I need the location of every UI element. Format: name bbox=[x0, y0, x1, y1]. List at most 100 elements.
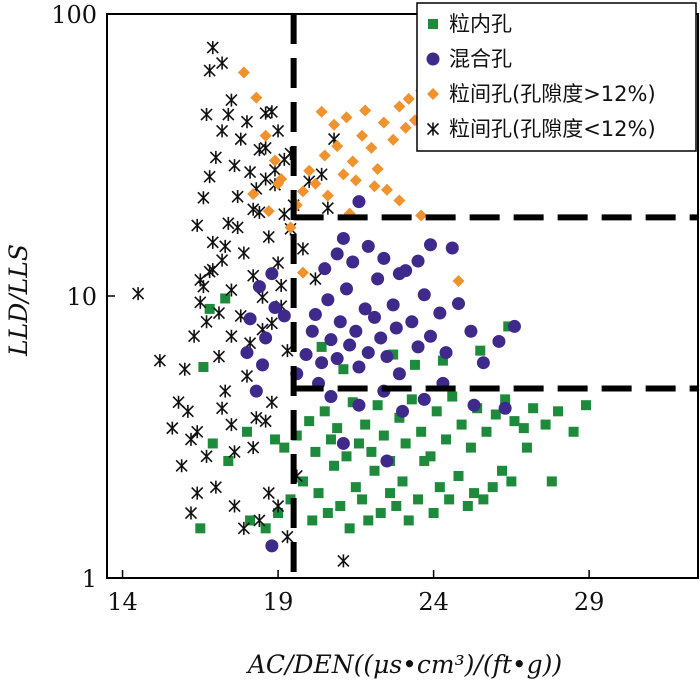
data-point bbox=[272, 499, 285, 513]
x-tick-label: 29 bbox=[574, 588, 605, 616]
data-point bbox=[175, 459, 188, 473]
data-point bbox=[315, 356, 329, 370]
data-point bbox=[181, 404, 194, 418]
data-point bbox=[259, 172, 272, 186]
x-tick-label: 24 bbox=[418, 588, 449, 616]
data-point bbox=[411, 340, 425, 354]
data-point bbox=[321, 189, 334, 202]
data-point bbox=[247, 269, 260, 283]
data-point bbox=[206, 263, 219, 277]
data-point bbox=[207, 438, 218, 449]
data-point bbox=[406, 394, 417, 405]
cutoff-lines bbox=[290, 14, 698, 578]
data-point bbox=[244, 165, 257, 179]
data-point bbox=[546, 476, 557, 487]
data-point bbox=[433, 306, 447, 320]
data-point bbox=[434, 482, 445, 493]
data-point bbox=[347, 397, 358, 408]
data-point bbox=[374, 331, 388, 345]
data-point bbox=[462, 501, 473, 512]
data-point bbox=[219, 384, 232, 398]
data-point bbox=[341, 451, 352, 462]
data-point bbox=[464, 324, 478, 338]
data-point bbox=[272, 177, 285, 190]
data-point bbox=[385, 488, 396, 499]
data-point bbox=[253, 205, 266, 219]
data-point bbox=[132, 287, 145, 301]
data-point bbox=[490, 409, 501, 420]
data-point bbox=[388, 349, 399, 360]
data-point bbox=[203, 64, 216, 78]
data-point bbox=[368, 180, 381, 193]
data-point bbox=[380, 454, 394, 468]
data-point bbox=[284, 221, 297, 234]
data-point bbox=[465, 442, 476, 453]
data-point bbox=[492, 334, 506, 348]
data-point bbox=[228, 159, 241, 173]
legend-label-intragranular: 粒内孔 bbox=[449, 12, 512, 36]
data-point bbox=[336, 436, 350, 450]
data-point bbox=[506, 476, 517, 487]
data-point bbox=[400, 438, 411, 449]
data-point bbox=[212, 350, 226, 364]
data-point bbox=[431, 406, 442, 417]
data-point bbox=[194, 295, 207, 309]
data-point bbox=[281, 530, 294, 544]
data-point bbox=[279, 442, 290, 453]
legend-label-mixed: 混合孔 bbox=[449, 47, 512, 71]
data-point bbox=[343, 338, 357, 352]
data-point bbox=[178, 362, 191, 376]
data-point bbox=[321, 293, 335, 307]
data-point bbox=[184, 506, 198, 520]
data-point bbox=[353, 438, 364, 449]
data-point bbox=[377, 116, 390, 129]
data-point bbox=[315, 105, 328, 118]
data-point bbox=[265, 316, 278, 330]
data-point bbox=[225, 329, 238, 343]
data-point bbox=[540, 419, 551, 430]
data-point bbox=[200, 108, 213, 122]
data-point bbox=[399, 121, 412, 134]
legend-marker-square bbox=[428, 19, 438, 29]
data-point bbox=[237, 246, 250, 260]
data-point bbox=[380, 183, 393, 196]
data-point bbox=[188, 329, 201, 343]
data-point bbox=[377, 251, 391, 265]
data-point bbox=[247, 202, 260, 216]
data-point bbox=[241, 426, 252, 437]
data-point bbox=[253, 143, 266, 157]
data-point bbox=[225, 283, 238, 297]
data-point bbox=[528, 403, 539, 414]
legend: 粒内孔 混合孔 粒间孔(孔隙度>12%) 粒间孔(孔隙度<12%) bbox=[416, 2, 697, 152]
data-point bbox=[423, 329, 437, 343]
data-point bbox=[568, 426, 579, 437]
data-point bbox=[309, 272, 322, 286]
data-point bbox=[272, 124, 285, 138]
data-point bbox=[372, 400, 383, 411]
legend-markers bbox=[426, 19, 440, 136]
legend-box bbox=[416, 2, 697, 152]
data-point bbox=[338, 364, 349, 375]
data-point bbox=[380, 350, 394, 364]
legend-marker-diamond bbox=[427, 88, 439, 100]
data-point bbox=[231, 220, 244, 234]
data-point bbox=[259, 414, 272, 428]
data-point bbox=[245, 515, 256, 526]
data-point bbox=[329, 460, 340, 471]
data-point bbox=[265, 539, 279, 553]
data-point bbox=[299, 348, 313, 362]
data-point bbox=[216, 124, 229, 138]
data-point bbox=[475, 345, 486, 356]
data-point bbox=[194, 273, 207, 287]
y-tick-label: 100 bbox=[51, 1, 97, 29]
data-point bbox=[297, 476, 308, 487]
data-point bbox=[259, 331, 273, 345]
data-point bbox=[209, 480, 222, 494]
data-point bbox=[349, 174, 362, 187]
data-point bbox=[415, 209, 428, 222]
data-point bbox=[423, 238, 437, 252]
data-point bbox=[437, 355, 448, 366]
data-point bbox=[518, 423, 529, 434]
data-point bbox=[318, 262, 332, 276]
data-point bbox=[419, 455, 430, 466]
